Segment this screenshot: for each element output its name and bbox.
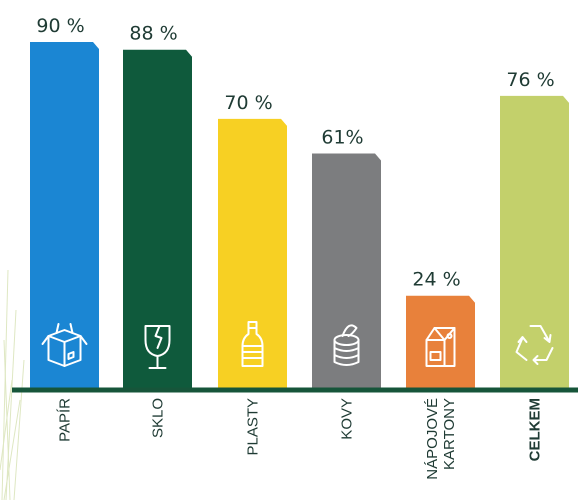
broken-glass-icon [144, 325, 171, 369]
data-label: 61% [321, 126, 363, 148]
recycle-icon [515, 325, 554, 365]
data-label: 24 % [412, 269, 460, 291]
data-label: 70 % [224, 92, 272, 114]
data-label: 90 % [36, 15, 84, 37]
bar [406, 295, 475, 388]
box-icon [41, 323, 88, 367]
category-label: CELKEM [527, 398, 544, 461]
category-label-group: PAPÍR [57, 398, 74, 442]
category-label-group: CELKEM [527, 398, 544, 461]
milk-carton-icon [425, 327, 456, 367]
bottle-icon [241, 321, 264, 367]
category-label-group: NÁPOJOVÉ KARTONY [424, 398, 458, 480]
bar-group: 90 % PAPÍR [30, 15, 99, 442]
bar-group: 70 % PLASTY [218, 92, 287, 456]
category-label: PLASTY [245, 398, 262, 456]
bar [500, 95, 569, 389]
category-label-group: PLASTY [245, 398, 262, 456]
category-label: KARTONY [441, 398, 458, 470]
category-label: NÁPOJOVÉ [424, 398, 441, 480]
data-label: 76 % [506, 69, 554, 91]
bar [218, 118, 287, 388]
bar-group: 61% KOVY [312, 126, 381, 440]
bar-group: 88 % SKLO [123, 23, 192, 438]
category-label-group: KOVY [339, 398, 356, 440]
category-label-group: SKLO [150, 398, 167, 438]
category-label: PAPÍR [57, 398, 74, 442]
bar-group: 24 % NÁPOJOVÉ KARTONY [406, 269, 475, 480]
bar [123, 49, 192, 388]
bar [312, 153, 381, 388]
bar-group: 76 % CELKEM [500, 69, 569, 461]
data-label: 88 % [129, 23, 177, 45]
category-label: SKLO [150, 398, 167, 438]
category-label: KOVY [339, 398, 356, 440]
bar [30, 42, 99, 388]
can-icon [333, 324, 360, 366]
